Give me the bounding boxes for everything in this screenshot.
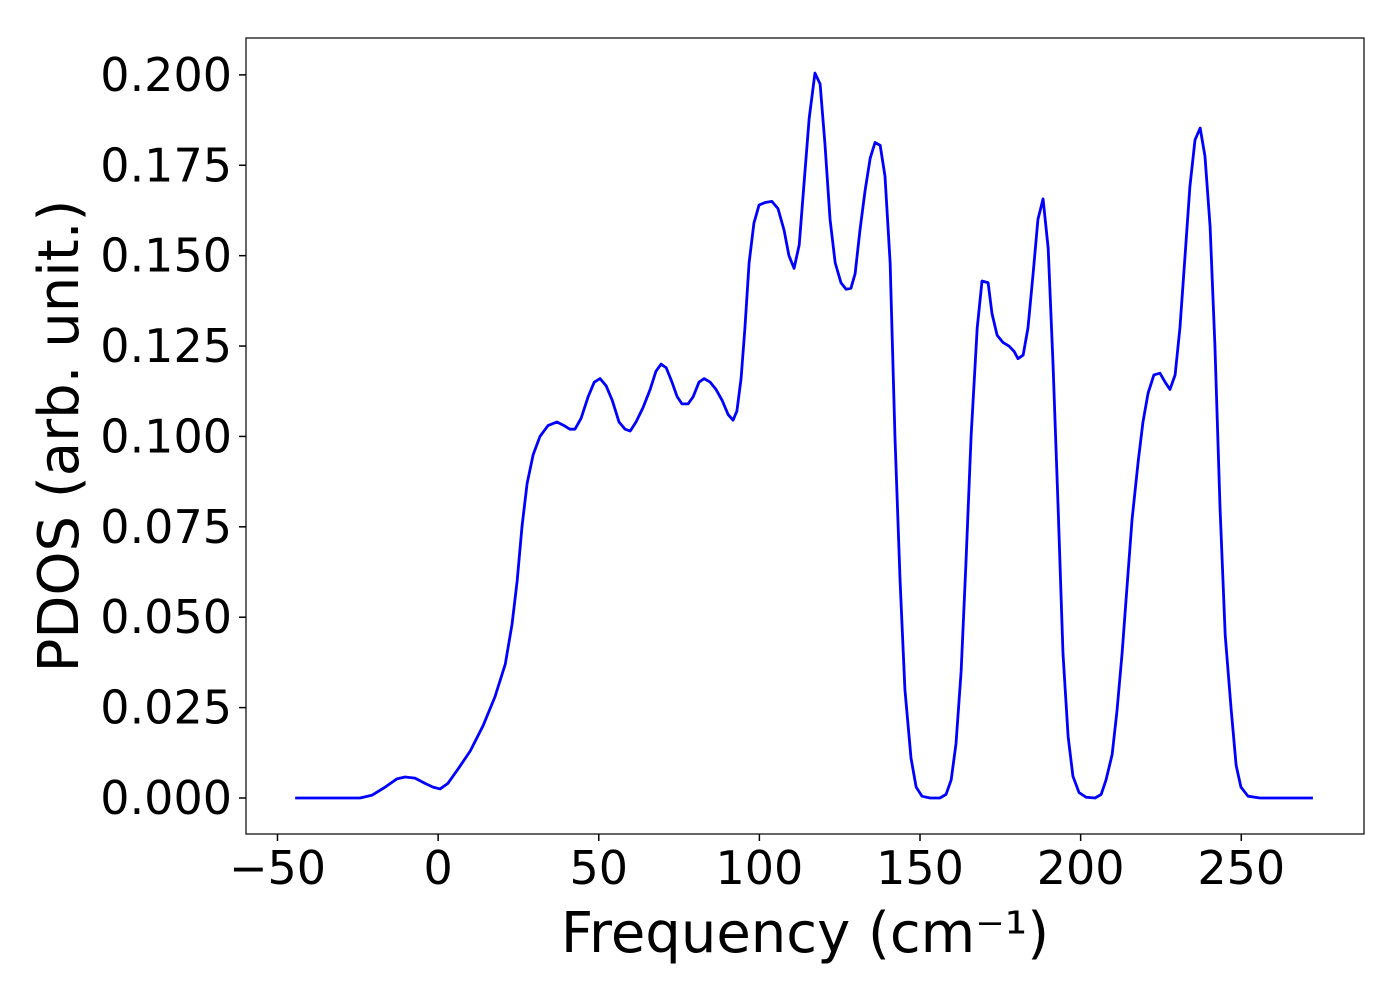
y-tick-label: 0.050: [100, 590, 232, 644]
x-tick-label: 0: [423, 841, 452, 895]
x-axis-label: Frequency (cm⁻¹): [561, 901, 1049, 966]
y-tick-label: 0.100: [100, 409, 232, 463]
x-tick-label: 250: [1197, 841, 1285, 895]
y-axis-label: PDOS (arb. unit.): [27, 200, 92, 673]
y-tick-label: 0.025: [100, 681, 232, 735]
x-tick-label: 150: [876, 841, 964, 895]
data-line: [295, 71, 1313, 800]
y-tick-label: 0.125: [100, 319, 232, 373]
x-tick-label: 50: [569, 841, 628, 895]
x-tick-label: −50: [229, 841, 326, 895]
y-tick-label: 0.200: [100, 48, 232, 102]
y-tick-label: 0.000: [100, 771, 232, 825]
plot-frame: [245, 37, 1365, 835]
x-tick-label: 100: [715, 841, 803, 895]
y-tick-label: 0.175: [100, 138, 232, 192]
x-tick-label: 200: [1037, 841, 1125, 895]
y-tick-label: 0.075: [100, 500, 232, 554]
y-tick-label: 0.150: [100, 229, 232, 283]
